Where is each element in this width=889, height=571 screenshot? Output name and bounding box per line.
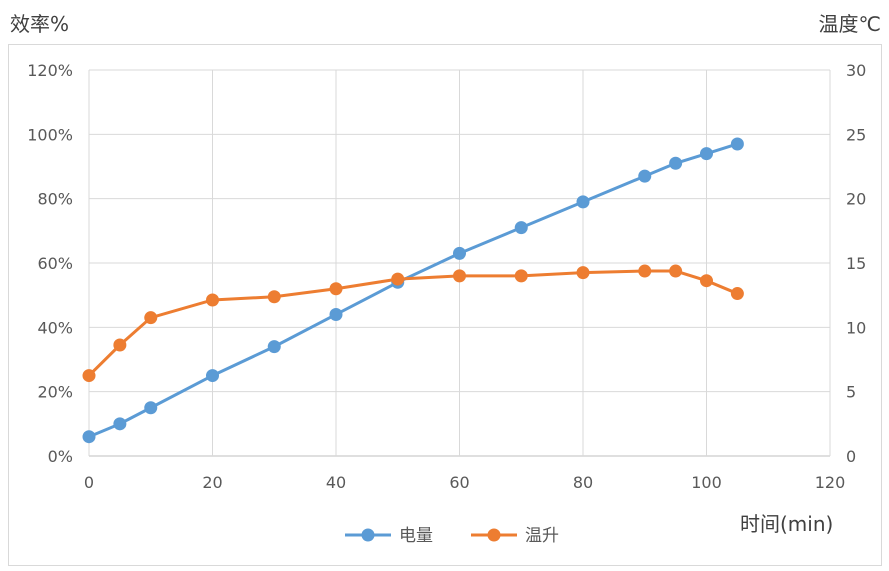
chart-frame <box>8 44 882 566</box>
data-point <box>267 340 281 354</box>
data-point <box>391 272 405 286</box>
x-tick-label: 40 <box>326 473 346 492</box>
y-right-tick-label: 30 <box>846 61 866 80</box>
y-right-tick-label: 20 <box>846 190 866 209</box>
y-left-tick-label: 40% <box>37 318 73 337</box>
data-point <box>206 369 219 383</box>
data-point <box>82 430 96 444</box>
data-point <box>113 338 127 352</box>
x-tick-label: 80 <box>573 473 593 492</box>
data-point <box>206 293 219 307</box>
data-point <box>329 307 343 321</box>
data-point <box>453 246 466 260</box>
data-point <box>700 274 713 288</box>
y-right-tick-label: 0 <box>846 447 856 466</box>
data-point <box>329 282 343 296</box>
data-point <box>82 369 96 383</box>
legend-label: 温升 <box>525 526 559 546</box>
data-point <box>576 266 590 280</box>
data-point <box>669 264 683 278</box>
x-tick-label: 0 <box>84 473 94 492</box>
y-axis-left-label: 效率% <box>10 12 70 36</box>
y-right-tick-label: 25 <box>846 125 866 144</box>
legend-marker <box>361 528 375 542</box>
y-left-tick-label: 20% <box>37 383 73 402</box>
data-point <box>514 269 528 283</box>
legend-label: 电量 <box>399 526 433 546</box>
data-point <box>669 156 683 170</box>
data-point <box>144 311 158 325</box>
y-left-tick-label: 80% <box>37 190 73 209</box>
x-tick-label: 100 <box>691 473 722 492</box>
data-point <box>113 417 127 431</box>
y-left-tick-label: 0% <box>48 447 73 466</box>
y-axis-right-label: 温度℃ <box>818 12 881 36</box>
x-tick-label: 120 <box>815 473 846 492</box>
y-left-tick-label: 60% <box>37 254 73 273</box>
y-right-tick-label: 15 <box>846 254 866 273</box>
data-point <box>514 221 528 235</box>
data-point <box>267 290 281 304</box>
data-point <box>730 287 744 301</box>
y-left-tick-label: 100% <box>27 125 73 144</box>
data-point <box>638 264 652 278</box>
x-tick-label: 60 <box>449 473 469 492</box>
data-point <box>576 195 590 209</box>
data-point <box>144 401 158 415</box>
data-point <box>730 137 744 151</box>
series-line <box>87 269 738 377</box>
y-right-tick-label: 5 <box>846 383 856 402</box>
x-tick-label: 20 <box>202 473 222 492</box>
y-left-tick-label: 120% <box>27 61 73 80</box>
data-point <box>453 269 466 283</box>
y-right-tick-label: 10 <box>846 318 866 337</box>
legend-marker <box>487 528 501 542</box>
series-line <box>88 142 738 439</box>
x-axis-label: 时间(min) <box>740 512 834 536</box>
data-point <box>700 147 713 161</box>
data-point <box>638 169 652 183</box>
